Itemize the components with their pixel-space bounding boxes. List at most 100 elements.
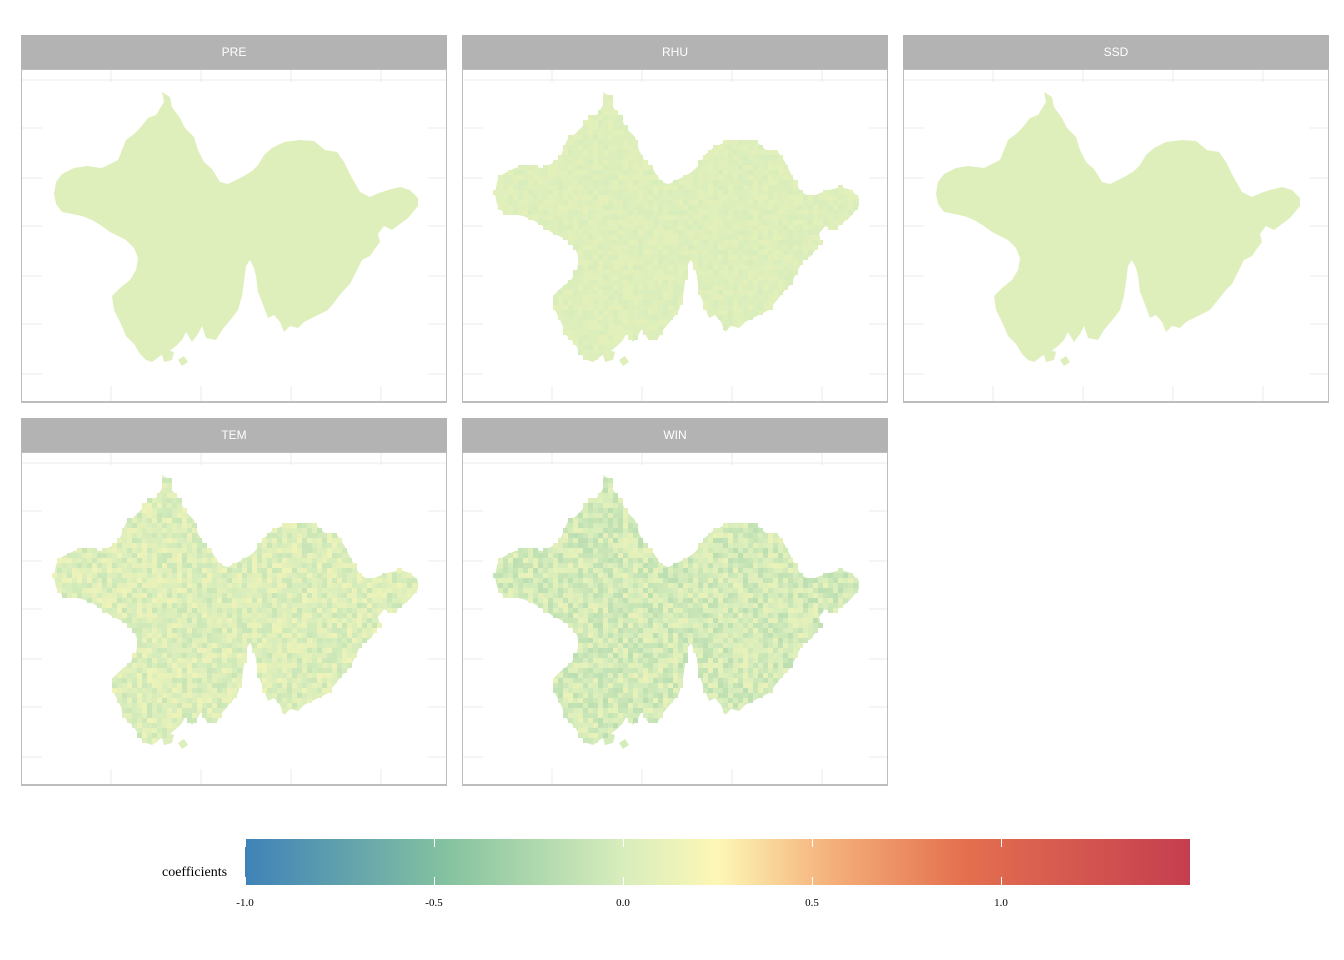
raster-cell <box>157 548 162 553</box>
raster-cell <box>157 648 162 653</box>
raster-cell <box>538 588 543 593</box>
raster-cell <box>618 135 623 140</box>
raster-cell <box>718 315 723 320</box>
raster-cell <box>182 528 187 533</box>
raster-cell <box>778 285 783 290</box>
raster-cell <box>528 593 533 598</box>
raster-cell <box>673 240 678 245</box>
raster-cell <box>142 613 147 618</box>
raster-cell <box>778 593 783 598</box>
raster-cell <box>643 613 648 618</box>
raster-cell <box>122 688 127 693</box>
raster-cell <box>618 190 623 195</box>
raster-cell <box>237 618 242 623</box>
raster-cell <box>177 518 182 523</box>
raster-cell <box>603 483 608 488</box>
raster-cell <box>563 588 568 593</box>
raster-cell <box>638 190 643 195</box>
raster-cell <box>157 588 162 593</box>
raster-cell <box>608 583 613 588</box>
raster-cell <box>553 603 558 608</box>
raster-cell <box>583 205 588 210</box>
raster-cell <box>202 698 207 703</box>
raster-cell <box>412 588 417 593</box>
raster-cell <box>698 558 703 563</box>
raster-cell <box>332 603 337 608</box>
raster-cell <box>187 663 192 668</box>
raster-cell <box>548 195 553 200</box>
raster-cell <box>583 350 588 355</box>
raster-cell <box>748 140 753 145</box>
facet-strip-label: SSD <box>903 35 1329 69</box>
raster-cell <box>337 573 342 578</box>
raster-cell <box>753 583 758 588</box>
raster-cell <box>573 588 578 593</box>
raster-cell <box>828 195 833 200</box>
raster-cell <box>718 603 723 608</box>
raster-cell <box>758 260 763 265</box>
raster-cell <box>753 295 758 300</box>
raster-cell <box>147 653 152 658</box>
raster-cell <box>598 195 603 200</box>
raster-cell <box>302 583 307 588</box>
raster-cell <box>673 573 678 578</box>
raster-cell <box>207 648 212 653</box>
raster-cell <box>523 573 528 578</box>
raster-cell <box>743 280 748 285</box>
raster-cell <box>703 603 708 608</box>
raster-cell <box>633 160 638 165</box>
raster-cell <box>247 603 252 608</box>
raster-cell <box>613 290 618 295</box>
raster-cell <box>763 290 768 295</box>
raster-cell <box>588 325 593 330</box>
raster-cell <box>132 578 137 583</box>
raster-cell <box>147 618 152 623</box>
raster-cell <box>598 245 603 250</box>
raster-cell <box>182 653 187 658</box>
raster-cell <box>713 558 718 563</box>
raster-cell <box>367 608 372 613</box>
raster-cell <box>332 568 337 573</box>
raster-cell <box>92 563 97 568</box>
raster-cell <box>768 195 773 200</box>
raster-cell <box>533 583 538 588</box>
raster-cell <box>733 548 738 553</box>
raster-cell <box>322 533 327 538</box>
raster-cell <box>658 240 663 245</box>
raster-cell <box>778 573 783 578</box>
raster-cell <box>578 513 583 518</box>
raster-cell <box>578 330 583 335</box>
raster-cell <box>523 190 528 195</box>
raster-cell <box>152 638 157 643</box>
raster-cell <box>848 588 853 593</box>
raster-cell <box>583 295 588 300</box>
raster-cell <box>598 165 603 170</box>
raster-cell <box>137 723 142 728</box>
raster-cell <box>247 628 252 633</box>
raster-cell <box>668 603 673 608</box>
raster-cell <box>212 718 217 723</box>
raster-cell <box>282 693 287 698</box>
raster-cell <box>187 593 192 598</box>
raster-cell <box>643 558 648 563</box>
raster-cell <box>177 718 182 723</box>
raster-cell <box>217 673 222 678</box>
raster-cell <box>137 593 142 598</box>
raster-cell <box>262 538 267 543</box>
raster-cell <box>598 120 603 125</box>
raster-cell <box>628 190 633 195</box>
raster-cell <box>122 603 127 608</box>
raster-cell <box>77 578 82 583</box>
raster-cell <box>588 573 593 578</box>
raster-cell <box>132 688 137 693</box>
raster-cell <box>698 578 703 583</box>
raster-cell <box>708 295 713 300</box>
raster-cell <box>262 658 267 663</box>
raster-cell <box>698 255 703 260</box>
raster-cell <box>683 220 688 225</box>
raster-cell <box>332 588 337 593</box>
raster-cell <box>773 180 778 185</box>
raster-cell <box>643 568 648 573</box>
raster-cell <box>292 578 297 583</box>
raster-cell <box>538 603 543 608</box>
